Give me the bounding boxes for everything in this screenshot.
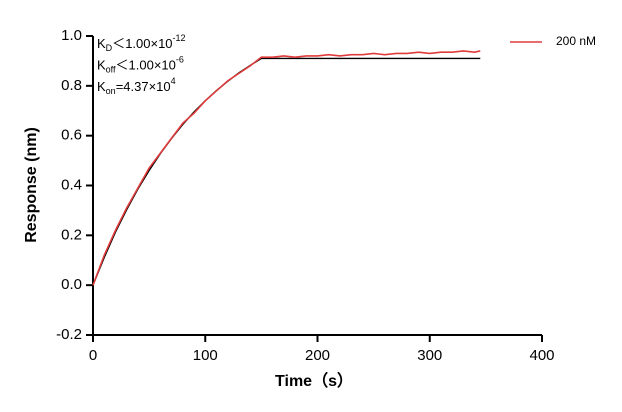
x-tick-label: 300: [417, 347, 442, 364]
y-axis-label: Response (nm): [23, 127, 40, 243]
annotation-relation: ＜: [116, 58, 129, 73]
annotation-subscript: on: [106, 86, 116, 96]
annotation-subscript: D: [106, 43, 113, 53]
series-line: [92, 50, 481, 286]
y-tick-label: 0.6: [61, 127, 82, 144]
x-tick-label: 400: [529, 347, 554, 364]
annotation: KD＜1.00×10-12: [97, 33, 186, 53]
annotation-exponent: 4: [171, 76, 176, 86]
annotation-exponent: -12: [173, 33, 186, 43]
y-tick-label: 0.2: [61, 226, 82, 243]
annotation-relation: ＜: [112, 36, 125, 51]
annotation-relation: =: [116, 79, 124, 94]
y-tick-label: 0.0: [61, 276, 82, 293]
annotation-symbol: K: [97, 58, 106, 73]
annotation-symbol: K: [97, 36, 106, 51]
annotation-mantissa: 1.00×10: [129, 58, 176, 73]
annotation-symbol: K: [97, 79, 106, 94]
annotation-mantissa: 4.37×10: [123, 79, 170, 94]
annotation-subscript: off: [106, 65, 116, 75]
y-tick-label: 1.0: [61, 27, 82, 44]
x-tick-label: 100: [193, 347, 218, 364]
y-tick-label: 0.4: [61, 176, 82, 193]
annotation: Koff＜1.00×10-6: [97, 55, 184, 75]
annotation-exponent: -6: [176, 55, 184, 65]
annotation-mantissa: 1.00×10: [125, 36, 172, 51]
y-tick-label: 0.8: [61, 77, 82, 94]
x-tick-label: 0: [89, 347, 97, 364]
x-tick-label: 200: [305, 347, 330, 364]
y-tick-label: -0.2: [56, 326, 82, 343]
x-axis-label: Time（s）: [275, 372, 353, 390]
legend-label: 200 nM: [556, 34, 596, 48]
annotation: Kon=4.37×104: [97, 76, 176, 96]
